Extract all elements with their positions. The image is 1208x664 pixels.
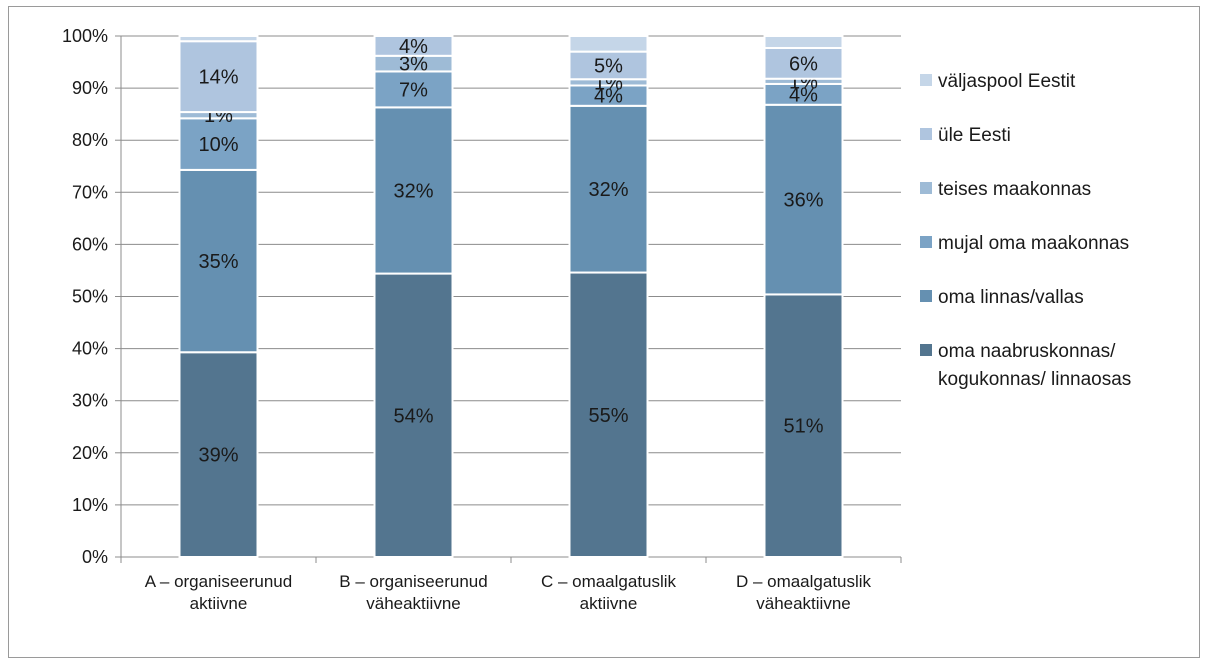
data-label: 55% — [588, 405, 628, 427]
x-category-label-line: aktiivne — [190, 594, 248, 613]
bar-segment — [373, 70, 454, 109]
bar-segment — [373, 106, 454, 275]
data-label: 36% — [783, 190, 823, 212]
data-label: 3% — [399, 54, 428, 76]
x-category-label-line: D – omaalgatuslik — [736, 572, 872, 591]
y-tick-label: 100% — [62, 26, 108, 46]
bar-segment — [763, 103, 844, 296]
legend-label: väljaspool Eestit — [938, 71, 1076, 92]
bar-segment — [763, 293, 844, 558]
bar-segment — [373, 35, 454, 57]
data-label: 4% — [789, 84, 818, 106]
y-tick-label: 40% — [72, 339, 108, 359]
y-tick-label: 60% — [72, 234, 108, 254]
bar-segment — [178, 35, 259, 43]
y-tick-label: 30% — [72, 391, 108, 411]
x-category-label-line: B – organiseerunud — [339, 572, 487, 591]
bar-segment — [568, 104, 649, 274]
legend-label-line: teises maakonnas — [938, 179, 1091, 200]
legend-label-line: väljaspool Eestit — [938, 71, 1076, 92]
x-category-label-line: aktiivne — [580, 594, 638, 613]
bar-segment — [178, 168, 259, 354]
data-label: 35% — [198, 251, 238, 273]
legend-label-line: kogukonnas/ linnaosas — [938, 369, 1131, 390]
legend-swatch — [920, 182, 932, 194]
y-tick-label: 80% — [72, 130, 108, 150]
x-category-label: D – omaalgatuslik väheaktiivne — [736, 572, 872, 613]
bar-segment — [763, 46, 844, 80]
x-category-label-line: A – organiseerunud — [145, 572, 292, 591]
data-label: 5% — [594, 55, 623, 77]
x-category-label: C – omaalgatuslik aktiivne — [541, 572, 677, 613]
x-category-label: B – organiseerunud väheaktiivne — [339, 572, 487, 613]
legend-label-line: oma linnas/vallas — [938, 287, 1084, 308]
legend-label-line: oma naabruskonnas/ — [938, 341, 1116, 362]
y-tick-label: 90% — [72, 78, 108, 98]
y-tick-label: 10% — [72, 495, 108, 515]
data-label: 4% — [594, 86, 623, 108]
data-label: 32% — [393, 180, 433, 202]
legend-swatch — [920, 290, 932, 302]
data-label: 14% — [198, 67, 238, 89]
legend-label-line: üle Eesti — [938, 125, 1011, 146]
bar-segment — [568, 50, 649, 81]
data-label: 6% — [789, 53, 818, 75]
y-tick-label: 0% — [82, 547, 108, 567]
legend-swatch — [920, 74, 932, 86]
bar-segment — [763, 35, 844, 49]
y-tick-label: 20% — [72, 443, 108, 463]
legend-label: oma linnas/vallas — [938, 287, 1084, 308]
x-category-label: A – organiseerunud aktiivne — [145, 572, 292, 613]
bar-segment — [568, 271, 649, 558]
data-label: 7% — [399, 79, 428, 101]
legend-swatch — [920, 236, 932, 248]
y-tick-label: 50% — [72, 287, 108, 307]
legend-swatch — [920, 128, 932, 140]
legend-label: teises maakonnas — [938, 179, 1091, 200]
legend-label: oma naabruskonnas/kogukonnas/ linnaosas — [938, 341, 1131, 390]
data-label: 10% — [198, 134, 238, 156]
bar-segment — [568, 35, 649, 53]
data-label: 54% — [393, 405, 433, 427]
data-label: 32% — [588, 179, 628, 201]
y-tick-label: 70% — [72, 182, 108, 202]
x-category-label-line: väheaktiivne — [756, 594, 851, 613]
legend-swatch — [920, 344, 932, 356]
data-label: 39% — [198, 445, 238, 467]
data-label: 51% — [783, 416, 823, 438]
legend-label-line: mujal oma maakonnas — [938, 233, 1129, 254]
legend-label: mujal oma maakonnas — [938, 233, 1129, 254]
x-category-label-line: väheaktiivne — [366, 594, 461, 613]
legend-label: üle Eesti — [938, 125, 1011, 146]
bar-segment — [178, 351, 259, 559]
data-label: 4% — [399, 36, 428, 58]
x-category-label-line: C – omaalgatuslik — [541, 572, 677, 591]
bar-segment — [373, 272, 454, 558]
